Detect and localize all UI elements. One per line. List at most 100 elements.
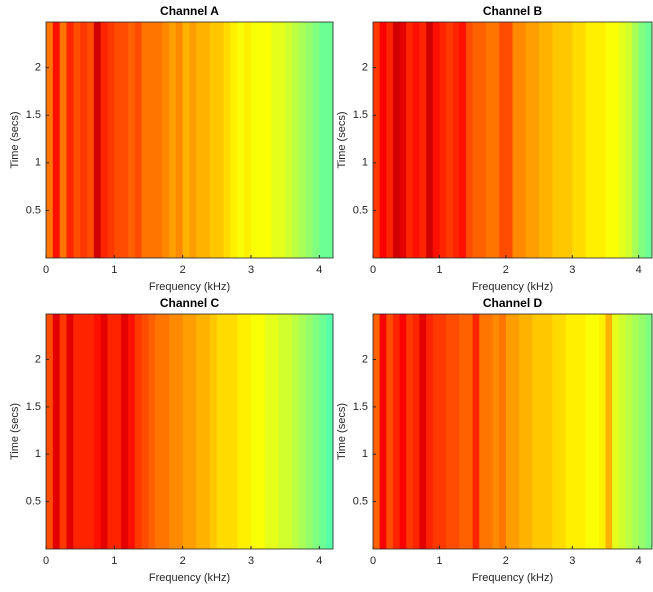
heat-cell — [578, 314, 586, 549]
heat-cell — [292, 314, 300, 549]
heat-cell — [216, 22, 225, 258]
heat-cell — [203, 314, 211, 549]
heat-cell — [479, 314, 487, 549]
heat-cell — [512, 314, 520, 549]
heat-cell — [552, 314, 560, 549]
heat-cell — [271, 314, 279, 549]
heat-cell — [100, 314, 108, 549]
x-tick-label: 4 — [636, 555, 642, 567]
chart-title: Channel A — [160, 4, 219, 18]
heat-cell — [128, 314, 136, 549]
x-tick-label: 4 — [316, 264, 322, 276]
plot-frame — [45, 313, 334, 550]
heat-cell — [452, 314, 460, 549]
chart-title: Channel D — [483, 296, 543, 310]
y-tick-label: 2 — [362, 353, 368, 365]
heat-cell — [278, 22, 286, 258]
heat-cell — [419, 314, 427, 549]
heat-cell — [479, 22, 487, 258]
heat-cell — [134, 22, 143, 258]
heat-cell — [244, 22, 252, 258]
heat-cell — [379, 314, 387, 549]
heat-cell — [406, 314, 414, 549]
heat-cell — [326, 314, 334, 549]
y-tick-label: 0.5 — [353, 204, 368, 216]
x-tick-label: 4 — [316, 555, 322, 567]
heat-cell — [426, 314, 434, 549]
heat-cell — [485, 22, 493, 258]
plot-frame — [372, 21, 653, 259]
heat-cell — [379, 22, 387, 258]
y-tick-label: 1 — [362, 157, 368, 169]
y-tick-label: 1 — [35, 157, 41, 169]
heat-cell — [459, 22, 467, 258]
heat-cell — [485, 314, 493, 549]
heat-cell — [612, 314, 620, 549]
heat-cell — [100, 22, 108, 258]
heat-cell — [466, 22, 474, 258]
heat-cell — [399, 22, 407, 258]
heat-cell — [155, 22, 163, 258]
x-tick-label: 0 — [370, 264, 376, 276]
heat-cell — [598, 314, 606, 549]
heat-cell — [52, 22, 61, 258]
chart-panel: 0 1 2 3 4 0.5 1 1.5 2 Channel B Frequency (kHz) Tim… — [336, 4, 653, 293]
heat-cell — [114, 314, 122, 549]
heat-cell — [565, 314, 573, 549]
heat-cell — [592, 314, 600, 549]
x-tick-label: 2 — [180, 264, 186, 276]
y-tick-label: 2 — [35, 353, 41, 365]
heat-cell — [148, 314, 156, 549]
heat-cell — [426, 22, 434, 258]
heat-cell — [326, 22, 334, 258]
y-axis-label: Time (secs) — [9, 111, 21, 168]
heat-cell — [446, 314, 454, 549]
heat-cell — [539, 314, 547, 549]
y-axis-label: Time (secs) — [336, 403, 348, 460]
heat-cell — [121, 314, 129, 549]
y-tick-label: 0.5 — [26, 496, 41, 508]
heat-cell — [114, 22, 122, 258]
heat-cell — [499, 314, 507, 549]
heat-cell — [203, 22, 211, 258]
heat-cell — [585, 22, 593, 258]
heat-cell — [472, 22, 480, 258]
heat-cell — [492, 22, 500, 258]
heat-cell — [223, 314, 231, 549]
heat-cell — [278, 314, 286, 549]
x-tick-label: 1 — [111, 264, 117, 276]
heat-cell — [618, 22, 626, 258]
heat-cell — [257, 22, 266, 258]
heat-cell — [93, 314, 102, 549]
heat-cell — [559, 22, 567, 258]
heat-cell — [66, 22, 74, 258]
x-tick-label: 0 — [370, 555, 376, 567]
heat-cell — [93, 22, 102, 258]
y-tick-label: 2 — [362, 62, 368, 74]
heat-cell — [373, 314, 381, 549]
heat-cell — [52, 314, 61, 549]
chart-panel: 0 1 2 3 4 0.5 1 1.5 2 Channel C Frequency (kHz) Tim… — [9, 296, 334, 584]
heat-cell — [162, 22, 170, 258]
heat-cell — [432, 22, 440, 258]
heat-cell — [298, 314, 307, 549]
heat-cell — [285, 314, 293, 549]
heat-cell — [492, 314, 500, 549]
heat-cell — [251, 314, 259, 549]
heat-cell — [223, 22, 231, 258]
heat-cell — [189, 314, 197, 549]
heat-cell — [175, 314, 184, 549]
y-tick-label: 1.5 — [26, 401, 41, 413]
heat-cell — [519, 314, 527, 549]
heat-cell — [618, 314, 626, 549]
heat-cell — [121, 22, 129, 258]
x-tick-label: 3 — [569, 264, 575, 276]
x-tick-label: 4 — [636, 264, 642, 276]
heat-cell — [257, 314, 266, 549]
heat-cell — [625, 22, 633, 258]
heat-cell — [196, 314, 204, 549]
heat-cell — [539, 22, 547, 258]
heat-cell — [73, 22, 81, 258]
heat-cell — [80, 314, 88, 549]
heat-cell — [572, 22, 580, 258]
